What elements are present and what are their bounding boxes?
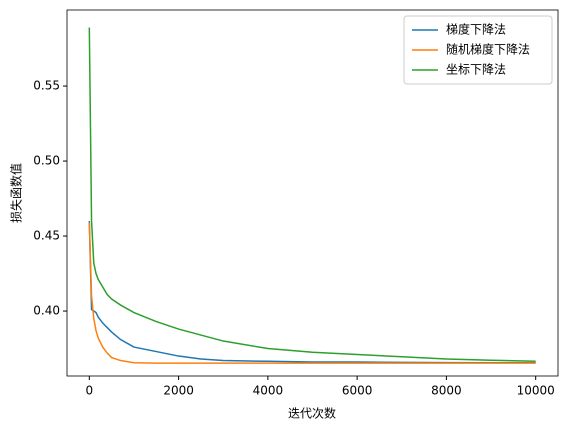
series-line xyxy=(88,222,536,364)
y-tick-label: 0.50 xyxy=(33,154,60,168)
x-tick-label: 8000 xyxy=(431,384,462,398)
y-tick-label: 0.55 xyxy=(33,79,60,93)
x-axis-label: 迭代次数 xyxy=(288,406,336,421)
legend-label: 梯度下降法 xyxy=(446,22,506,37)
legend-label: 坐标下降法 xyxy=(446,63,506,77)
legend-box xyxy=(403,15,553,85)
series-line xyxy=(88,27,536,363)
y-tick-label: 0.40 xyxy=(33,304,60,318)
x-tick-label: 10000 xyxy=(517,384,555,398)
y-axis-label: 损失函数值 xyxy=(9,163,24,223)
x-tick-label: 4000 xyxy=(253,384,284,398)
series-line xyxy=(88,221,536,364)
plot-frame xyxy=(66,9,559,377)
x-tick-label: 6000 xyxy=(342,384,373,398)
x-tick-label: 2000 xyxy=(163,384,194,398)
x-tick-label: 0 xyxy=(85,384,93,398)
legend-label: 随机梯度下降法 xyxy=(446,42,530,57)
y-tick-label: 0.45 xyxy=(33,229,60,243)
